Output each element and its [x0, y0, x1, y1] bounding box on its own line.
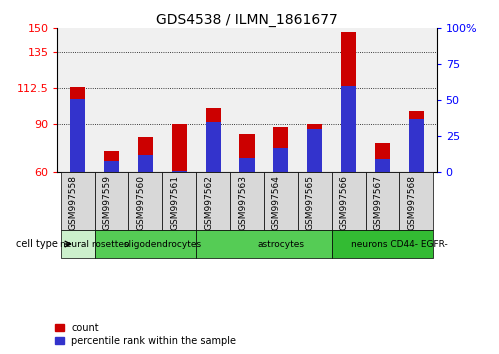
Text: astrocytes: astrocytes [257, 240, 304, 249]
FancyBboxPatch shape [95, 172, 129, 230]
Bar [409, 112, 424, 172]
Text: GSM997565: GSM997565 [306, 175, 315, 230]
Bar [104, 161, 119, 172]
Bar [409, 119, 424, 172]
Bar [375, 143, 390, 172]
Bar [240, 158, 254, 172]
Bar [273, 148, 288, 172]
FancyBboxPatch shape [365, 172, 399, 230]
FancyBboxPatch shape [61, 172, 95, 230]
FancyBboxPatch shape [399, 172, 433, 230]
Legend: count, percentile rank within the sample: count, percentile rank within the sample [55, 323, 237, 346]
FancyBboxPatch shape [332, 172, 365, 230]
FancyBboxPatch shape [264, 172, 298, 230]
Text: neurons CD44- EGFR-: neurons CD44- EGFR- [351, 240, 448, 249]
Bar [273, 127, 288, 172]
Bar [206, 108, 221, 172]
FancyBboxPatch shape [196, 172, 230, 230]
Bar [240, 134, 254, 172]
FancyBboxPatch shape [129, 172, 162, 230]
Bar [70, 99, 85, 172]
Text: GSM997562: GSM997562 [204, 175, 213, 230]
Bar [138, 137, 153, 172]
Bar [70, 87, 85, 172]
Text: GSM997563: GSM997563 [238, 175, 247, 230]
Text: GSM997558: GSM997558 [69, 175, 78, 230]
Title: GDS4538 / ILMN_1861677: GDS4538 / ILMN_1861677 [156, 13, 338, 27]
Bar [307, 124, 322, 172]
Text: GSM997567: GSM997567 [373, 175, 382, 230]
FancyBboxPatch shape [332, 230, 433, 258]
Text: GSM997559: GSM997559 [103, 175, 112, 230]
Bar [172, 171, 187, 172]
Text: GSM997566: GSM997566 [340, 175, 349, 230]
Bar [341, 86, 356, 172]
FancyBboxPatch shape [95, 230, 196, 258]
Text: cell type: cell type [16, 239, 58, 249]
FancyBboxPatch shape [230, 172, 264, 230]
Bar [341, 32, 356, 172]
Bar [375, 159, 390, 172]
Text: GSM997564: GSM997564 [272, 175, 281, 230]
FancyBboxPatch shape [196, 230, 332, 258]
Bar [206, 122, 221, 172]
FancyBboxPatch shape [298, 172, 332, 230]
FancyBboxPatch shape [61, 230, 95, 258]
Bar [104, 152, 119, 172]
Text: oligodendrocytes: oligodendrocytes [123, 240, 202, 249]
Text: GSM997568: GSM997568 [407, 175, 416, 230]
Text: neural rosettes: neural rosettes [60, 240, 129, 249]
FancyBboxPatch shape [162, 172, 196, 230]
Bar [172, 124, 187, 172]
Text: GSM997561: GSM997561 [170, 175, 179, 230]
Bar [307, 129, 322, 172]
Text: GSM997560: GSM997560 [136, 175, 145, 230]
Bar [138, 155, 153, 172]
